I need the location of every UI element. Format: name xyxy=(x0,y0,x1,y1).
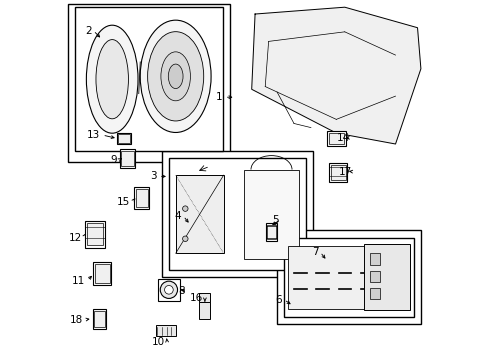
Bar xyxy=(369,271,379,282)
Bar xyxy=(287,246,409,309)
Polygon shape xyxy=(251,7,420,144)
Circle shape xyxy=(182,206,188,211)
Text: 7: 7 xyxy=(311,247,318,257)
Text: 9: 9 xyxy=(110,155,117,165)
Bar xyxy=(168,158,305,270)
Bar xyxy=(265,223,276,241)
Text: 16: 16 xyxy=(189,293,203,303)
Bar xyxy=(284,238,413,317)
Text: 2: 2 xyxy=(85,26,91,36)
Bar xyxy=(95,264,109,283)
Text: 1: 1 xyxy=(216,92,223,102)
Bar xyxy=(121,151,133,166)
Ellipse shape xyxy=(168,64,183,89)
Text: 17: 17 xyxy=(338,167,351,177)
Bar xyxy=(136,189,148,207)
Text: 14: 14 xyxy=(336,132,349,143)
Text: 12: 12 xyxy=(68,233,81,243)
Bar xyxy=(156,325,176,336)
Text: 3: 3 xyxy=(150,171,157,181)
Bar xyxy=(276,230,420,324)
Bar xyxy=(92,309,106,328)
Bar xyxy=(369,253,379,265)
Bar xyxy=(326,131,345,146)
Bar xyxy=(328,133,343,144)
Text: 4: 4 xyxy=(175,211,181,221)
Text: 15: 15 xyxy=(117,197,130,207)
Bar xyxy=(369,288,379,300)
Bar xyxy=(85,220,105,248)
Ellipse shape xyxy=(96,40,128,119)
Bar xyxy=(199,293,210,302)
Circle shape xyxy=(182,236,188,242)
Bar xyxy=(364,244,409,310)
Bar xyxy=(330,165,345,180)
Bar xyxy=(94,311,105,327)
Bar xyxy=(118,134,129,143)
Text: 13: 13 xyxy=(87,130,101,140)
Text: 8: 8 xyxy=(178,286,185,296)
Circle shape xyxy=(160,281,177,298)
Bar xyxy=(134,187,149,209)
Bar xyxy=(199,302,210,319)
Ellipse shape xyxy=(86,25,138,133)
Text: 5: 5 xyxy=(271,215,278,225)
Bar xyxy=(68,4,230,162)
Bar xyxy=(244,170,298,259)
Text: 10: 10 xyxy=(152,337,165,347)
Bar xyxy=(175,175,223,253)
Text: 11: 11 xyxy=(72,276,85,286)
Bar xyxy=(87,223,103,245)
Text: 6: 6 xyxy=(275,294,282,305)
Circle shape xyxy=(164,285,173,294)
Ellipse shape xyxy=(147,32,203,121)
Bar xyxy=(266,225,275,239)
Bar xyxy=(158,279,179,301)
Text: 18: 18 xyxy=(70,315,83,325)
Ellipse shape xyxy=(161,52,190,101)
Bar xyxy=(120,149,135,168)
Bar xyxy=(117,133,131,144)
Bar xyxy=(75,7,223,151)
Ellipse shape xyxy=(140,20,211,132)
Bar xyxy=(328,163,347,182)
Bar xyxy=(162,151,312,277)
Bar xyxy=(93,262,111,285)
